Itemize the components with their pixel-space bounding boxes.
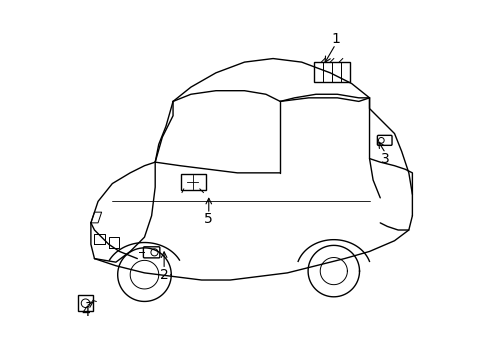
FancyBboxPatch shape: [181, 174, 205, 190]
Text: 4: 4: [81, 305, 90, 319]
Text: 3: 3: [381, 152, 389, 166]
FancyBboxPatch shape: [377, 135, 391, 145]
FancyBboxPatch shape: [143, 247, 160, 258]
FancyBboxPatch shape: [313, 62, 349, 82]
Text: 2: 2: [160, 268, 168, 282]
Text: 1: 1: [330, 32, 339, 46]
Text: 5: 5: [204, 212, 213, 226]
FancyBboxPatch shape: [78, 296, 93, 311]
